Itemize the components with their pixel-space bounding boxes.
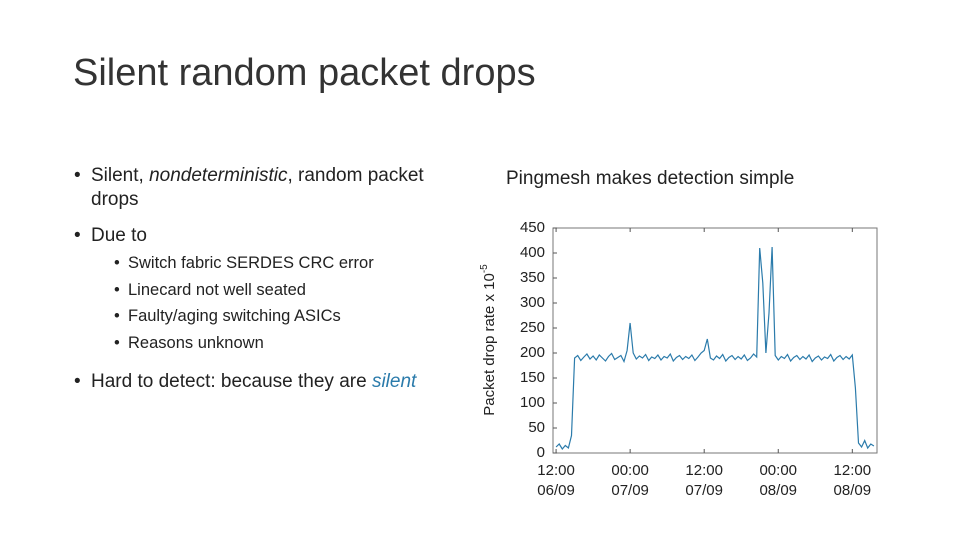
y-tick-label: 450 (520, 219, 545, 236)
sub-bullet: • Linecard not well seated (114, 277, 434, 304)
chart-title: Pingmesh makes detection simple (506, 168, 795, 189)
x-tick-label: 12:00 (685, 462, 723, 479)
plot-frame (552, 227, 878, 454)
x-tick-label: 00:00 (759, 462, 797, 479)
bullet: • Due to (74, 225, 147, 246)
x-tick-date: 08/09 (759, 482, 797, 499)
bullet-list: • Silent, nondeterministic, random packet… (74, 164, 434, 406)
text: nondeterministic (149, 165, 288, 186)
sub-bullet: • Switch fabric SERDES CRC error (114, 250, 434, 277)
slide-title: Silent random packet drops (73, 52, 536, 94)
bullet: • Silent, nondeterministic, random packet… (74, 165, 424, 210)
text: Reasons unknown (128, 333, 264, 352)
y-tick-label: 50 (528, 419, 545, 436)
sub-bullet: • Reasons unknown (114, 330, 434, 357)
x-tick-label: 00:00 (611, 462, 649, 479)
text: Hard to detect: because they are (91, 371, 372, 392)
x-tick-date: 07/09 (685, 482, 723, 499)
sub-bullet: • Faulty/aging switching ASICs (114, 303, 434, 330)
text: Switch fabric SERDES CRC error (128, 254, 374, 272)
y-axis-label: Packet drop rate x 10-5 (479, 264, 498, 416)
text: Linecard not well seated (128, 280, 306, 299)
text: silent (371, 371, 417, 392)
y-tick-label: 250 (520, 319, 545, 336)
text: Silent, (91, 165, 150, 186)
text: , random packet drops (91, 165, 424, 210)
data-line (555, 246, 875, 451)
x-tick-label: 12:00 (537, 462, 575, 479)
y-tick-label: 0 (537, 444, 545, 461)
bullet: • Hard to detect: because they are silent (74, 371, 417, 392)
y-tick-label: 400 (520, 244, 545, 261)
text: Due to (91, 225, 147, 246)
y-axis-label-sup: -5 (479, 264, 490, 273)
y-tick-label: 100 (520, 394, 545, 411)
y-tick-label: 300 (520, 294, 545, 311)
y-tick-label: 200 (520, 344, 545, 361)
x-tick-date: 07/09 (611, 482, 649, 499)
x-tick-date: 06/09 (537, 482, 575, 499)
x-tick-label: 12:00 (834, 462, 872, 479)
y-tick-label: 350 (520, 269, 545, 286)
text: Faulty/aging switching ASICs (128, 307, 341, 325)
x-tick-date: 08/09 (834, 482, 872, 499)
y-axis-label-text: Packet drop rate x 10 (481, 273, 498, 416)
y-tick-label: 150 (520, 369, 545, 386)
